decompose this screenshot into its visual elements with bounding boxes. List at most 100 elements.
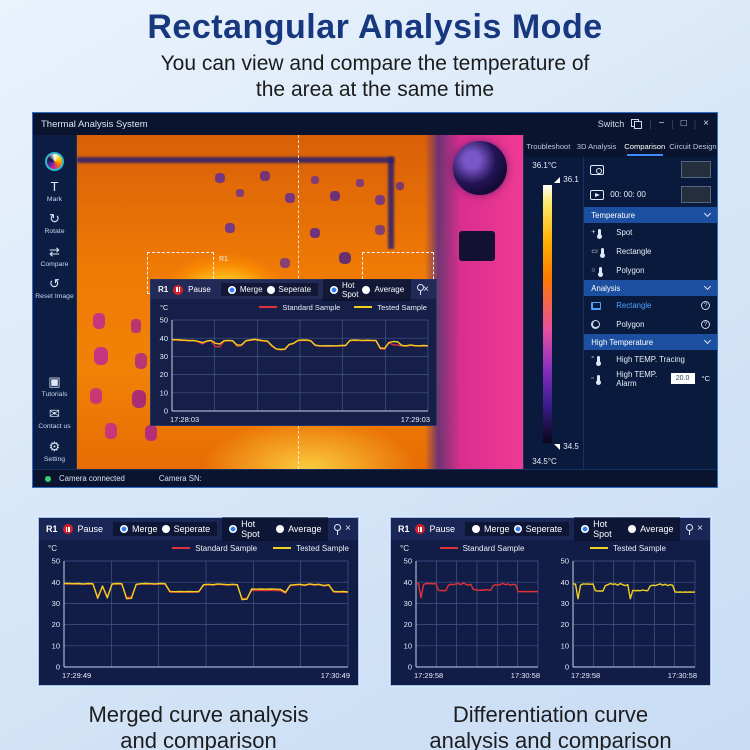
pause-icon[interactable] — [173, 284, 184, 295]
tested-dash-icon — [590, 547, 609, 549]
record-icon[interactable] — [590, 189, 605, 200]
ic-chip-blob — [459, 231, 496, 261]
switch-label[interactable]: Switch — [597, 119, 625, 129]
close-icon[interactable]: × — [423, 283, 429, 295]
merge-label[interactable]: Merge — [132, 524, 158, 534]
standard-dash-icon — [259, 306, 278, 308]
analysis-item-polygon[interactable]: Polygon — [584, 315, 717, 334]
tab-comparison[interactable]: Comparison — [621, 135, 669, 157]
toolbar-item-tutorials[interactable]: ▣ Tutorials — [41, 373, 68, 398]
pin-icon[interactable] — [333, 523, 342, 535]
toolbar-item-palette[interactable] — [44, 150, 64, 171]
tab-troubleshoot[interactable]: Troubleshoot — [526, 141, 571, 151]
svg-text:17:29:03: 17:29:03 — [401, 415, 430, 424]
toolbar-item-contact-us[interactable]: ✉ Contact us — [38, 406, 71, 431]
analysis-item-rectangle[interactable]: Rectangle — [584, 296, 717, 315]
hot-spot-radio[interactable] — [229, 525, 238, 533]
svg-text:20: 20 — [561, 620, 569, 629]
average-label[interactable]: Average — [374, 285, 405, 294]
help-icon[interactable] — [701, 301, 710, 310]
pause-label[interactable]: Pause — [188, 285, 211, 294]
hot-spot-label[interactable]: Hot Spot — [593, 519, 612, 539]
svg-text:10: 10 — [404, 641, 412, 650]
seperate-radio[interactable] — [161, 525, 170, 533]
average-label[interactable]: Average — [640, 524, 674, 534]
hot-spot-radio[interactable] — [581, 525, 590, 533]
close-icon[interactable]: × — [697, 523, 703, 534]
seperate-label[interactable]: Seperate — [173, 524, 211, 534]
help-icon[interactable] — [701, 320, 710, 329]
chevron-down-icon — [703, 209, 712, 218]
maximize-button[interactable]: □ — [680, 118, 687, 129]
merge-radio[interactable] — [227, 285, 236, 294]
camera-icon[interactable] — [590, 164, 605, 175]
hot-spot-label[interactable]: Hot Spot — [342, 280, 359, 299]
record-row: 00: 00: 00 — [584, 182, 717, 207]
svg-text:20: 20 — [52, 620, 60, 629]
scale-max-marker[interactable]: 36.1 — [554, 175, 579, 184]
pause-icon[interactable] — [414, 524, 425, 534]
tab-3d-analysis[interactable]: 3D Analysis — [576, 141, 617, 151]
app-window: Thermal Analysis System Switch | − | □ |… — [32, 112, 718, 488]
svg-text:30: 30 — [160, 352, 168, 361]
toolbar-item-setting[interactable]: ⚙ Setting — [43, 438, 66, 463]
high-temp-alarm-input[interactable]: 20.0 — [670, 373, 695, 384]
toolbar-item-compare[interactable]: ⇄ Compare — [40, 243, 69, 268]
seperate-radio[interactable] — [513, 525, 522, 533]
seperate-label[interactable]: Seperate — [278, 285, 312, 294]
scale-min-marker[interactable]: 34.5 — [554, 442, 579, 451]
close-button[interactable]: × — [703, 118, 709, 129]
section-temperature[interactable]: Temperature — [584, 207, 717, 223]
average-radio[interactable] — [628, 525, 637, 533]
average-label[interactable]: Average — [288, 524, 322, 534]
pin-icon[interactable] — [416, 284, 424, 295]
y-unit-label: °C — [159, 302, 169, 312]
merge-radio[interactable] — [120, 525, 129, 533]
average-radio[interactable] — [276, 525, 285, 533]
tab-circuit-design[interactable]: Circuit Design — [669, 141, 717, 151]
camera-status-text: Camera connected — [59, 474, 125, 483]
merge-radio[interactable] — [472, 525, 481, 533]
thermometer-icon — [599, 247, 605, 258]
pause-label[interactable]: Pause — [77, 524, 104, 534]
page-subtitle: You can view and compare the temperature… — [0, 51, 750, 104]
scale-gradient-bar — [543, 185, 553, 443]
component-blobs — [77, 135, 85, 147]
pin-icon[interactable] — [685, 523, 694, 535]
seperate-radio[interactable] — [266, 285, 275, 294]
merge-label[interactable]: Merge — [239, 285, 263, 294]
switch-display-icon[interactable] — [631, 119, 643, 129]
standard-sample-chart: 0 10 20 30 40 50 17:29:58 17:30:58 — [404, 557, 540, 680]
hot-spot-label[interactable]: Hot Spot — [241, 519, 260, 539]
palette-icon — [44, 152, 64, 171]
temperature-scale: 36.1°C 36.1 34.5 34.5°C — [524, 157, 583, 469]
hot-spot-radio[interactable] — [330, 285, 339, 294]
thermal-image[interactable]: R1 R1 Pause Merge Seperate — [76, 135, 524, 469]
close-icon[interactable]: × — [345, 523, 351, 534]
toolbar-item-reset-image[interactable]: ↺ Reset Image — [35, 276, 74, 301]
average-radio[interactable] — [362, 285, 371, 294]
main-comparison-chart: 0 10 20 30 40 50 17:28:03 17:29:03 — [160, 316, 430, 424]
pause-icon[interactable] — [62, 524, 73, 534]
tutorials-icon: ▣ — [48, 373, 61, 389]
toolbar-item-mark[interactable]: T Mark — [46, 179, 63, 204]
temperature-item-spot[interactable]: + Spot — [591, 228, 633, 239]
pause-label[interactable]: Pause — [429, 524, 456, 534]
left-toolbar: T Mark ↻ Rotate ⇄ Compare ↺ Reset Image … — [33, 135, 77, 469]
merge-label[interactable]: Merge — [484, 524, 510, 534]
minimize-button[interactable]: − — [658, 118, 665, 129]
temperature-item-polygon[interactable]: ○ Polygon — [591, 266, 645, 277]
seperate-label[interactable]: Seperate — [525, 524, 563, 534]
section-analysis[interactable]: Analysis — [584, 280, 717, 296]
alarm-icon: ▫ — [591, 374, 594, 382]
legend-standard-sample: Standard Sample — [409, 544, 555, 553]
high-temp-alarm-item[interactable]: ▫ High TEMP. Alarm 20.0 °C — [591, 369, 710, 388]
scale-max-label: 36.1°C — [532, 161, 557, 170]
setting-icon: ⚙ — [48, 438, 61, 454]
high-temp-tracing-item[interactable]: ° High TEMP. Tracing — [591, 355, 685, 366]
titlebar: Thermal Analysis System Switch | − | □ |… — [33, 113, 717, 135]
contact-us-icon: ✉ — [49, 406, 60, 422]
temperature-item-rectangle[interactable]: ▭ Rectangle — [591, 247, 652, 258]
section-high-temperature[interactable]: High Temperature — [584, 334, 717, 350]
toolbar-item-rotate[interactable]: ↻ Rotate — [44, 211, 65, 236]
